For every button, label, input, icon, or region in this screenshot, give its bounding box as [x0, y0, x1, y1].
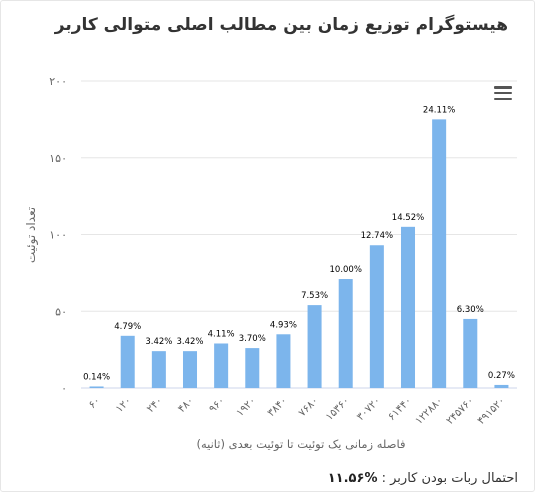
data-label: 6.30% — [457, 305, 484, 315]
bar[interactable] — [307, 305, 322, 388]
data-label: 3.70% — [239, 334, 266, 344]
x-tick-label: ۳۰۷۲۰ — [355, 395, 383, 423]
x-axis-label: فاصله زمانی یک توئیت تا توئیت بعدی (ثانی… — [196, 437, 405, 452]
bar[interactable] — [338, 279, 353, 388]
x-tick-label: ۱۲۰ — [113, 395, 133, 415]
data-label: 4.93% — [270, 320, 297, 330]
x-tick-label: ۴۸۰ — [176, 395, 196, 415]
bot-probability-label: احتمال ربات بودن کاربر : — [381, 471, 518, 486]
x-tick-label: ۱۵۳۶۰ — [323, 395, 351, 423]
bar[interactable] — [276, 334, 291, 388]
data-label: 0.27% — [488, 371, 515, 381]
data-label: 7.53% — [301, 291, 328, 301]
y-axis-ticks: ۰ ۵۰ ۱۰۰ ۱۵۰ ۲۰۰ — [49, 75, 67, 395]
y-tick-label: ۲۰۰ — [49, 75, 67, 88]
x-tick-label: ۲۴۵۷۶۰ — [444, 395, 476, 427]
x-tick-label: ۴۹۱۵۲۰ — [475, 395, 507, 427]
data-label: 24.11% — [423, 105, 455, 115]
bar[interactable] — [245, 348, 260, 388]
bar[interactable] — [463, 318, 478, 388]
data-label: 4.11% — [208, 329, 235, 339]
bars — [89, 119, 509, 388]
x-tick-label: ۹۶۰ — [207, 395, 227, 415]
x-axis-ticks: ۶۰ ۱۲۰ ۲۴۰ ۴۸۰ ۹۶۰ ۱۹۲۰ ۳۸۴۰ ۷۶۸۰ ۱۵۳۶۰ ۳۰۷۲۰ ۶۱۴۴… — [86, 395, 507, 427]
x-tick-label: ۳۸۴۰ — [265, 395, 289, 419]
data-label: 3.42% — [145, 337, 172, 347]
bar[interactable] — [214, 343, 229, 388]
bar[interactable] — [400, 226, 416, 388]
bot-probability: احتمال ربات بودن کاربر : %۱۱.۵۶ — [328, 471, 518, 486]
chart-title: هیستوگرام توزیع زمان بین مطالب اصلی متوا… — [54, 15, 508, 35]
x-tick-label: ۲۴۰ — [145, 395, 165, 415]
bar[interactable] — [120, 335, 135, 388]
bot-probability-value: %۱۱.۵۶ — [327, 471, 378, 486]
bar[interactable] — [151, 351, 166, 388]
y-tick-label: ۵۰ — [55, 305, 67, 318]
y-tick-label: ۱۰۰ — [49, 229, 67, 242]
y-axis-label: تعداد توئیت — [24, 207, 39, 263]
x-tick-label: ۶۱۴۴۰ — [386, 395, 414, 423]
y-tick-label: ۱۵۰ — [49, 152, 67, 165]
bar[interactable] — [494, 384, 509, 388]
data-label: 14.52% — [392, 213, 424, 223]
data-label: 12.74% — [361, 231, 393, 241]
x-tick-label: ۶۰ — [86, 395, 102, 411]
bar[interactable] — [182, 351, 198, 388]
bar[interactable] — [432, 119, 447, 388]
y-tick-label: ۰ — [61, 382, 67, 395]
x-tick-label: ۱۹۲۰ — [234, 395, 258, 419]
data-label: 4.79% — [114, 322, 141, 332]
data-label: 3.42% — [176, 337, 203, 347]
data-labels: 0.14% 4.79% 3.42% 3.42% 4.11% 3.70% 4.93% 7.53%… — [83, 105, 515, 382]
bar[interactable] — [369, 245, 384, 388]
data-label: 10.00% — [330, 265, 362, 275]
x-tick-label: ۱۲۲۸۸۰ — [413, 395, 445, 427]
x-tick-label: ۷۶۸۰ — [296, 395, 320, 419]
data-label: 0.14% — [83, 372, 110, 382]
bar[interactable] — [89, 386, 104, 388]
hamburger-menu-icon[interactable] — [494, 86, 512, 101]
